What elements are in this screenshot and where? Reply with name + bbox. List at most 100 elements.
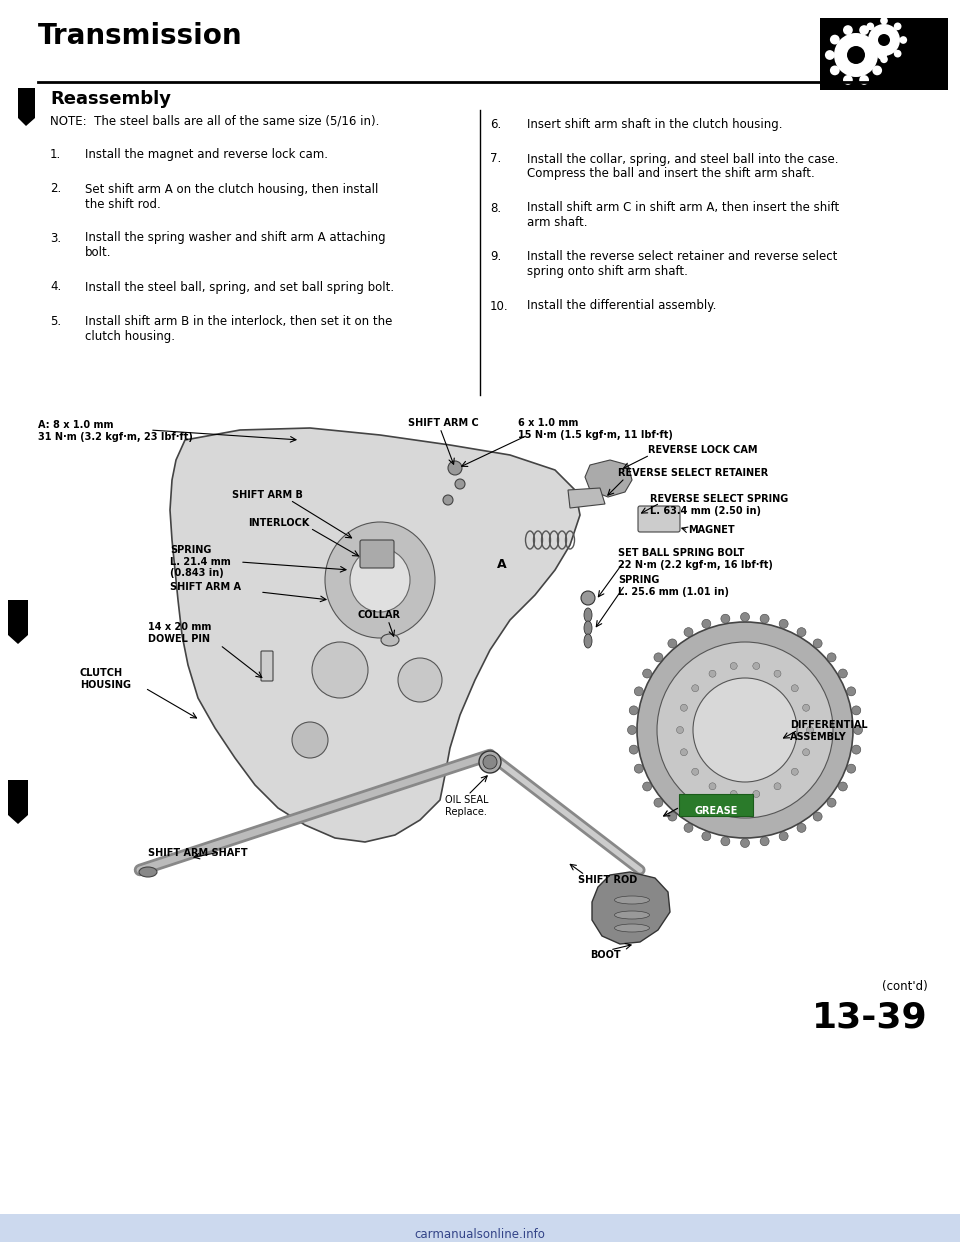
Ellipse shape	[847, 46, 865, 65]
Ellipse shape	[873, 35, 882, 45]
Text: GREASE: GREASE	[694, 806, 737, 816]
Text: Install shift arm B in the interlock, then set it on the
clutch housing.: Install shift arm B in the interlock, th…	[85, 315, 393, 343]
Text: Install the spring washer and shift arm A attaching
bolt.: Install the spring washer and shift arm …	[85, 231, 386, 260]
Ellipse shape	[806, 727, 813, 734]
Ellipse shape	[760, 615, 769, 623]
Ellipse shape	[774, 671, 781, 677]
Text: SPRING
L. 21.4 mm
(0.843 in): SPRING L. 21.4 mm (0.843 in)	[170, 545, 230, 579]
Ellipse shape	[852, 745, 861, 754]
Ellipse shape	[628, 725, 636, 734]
Ellipse shape	[681, 704, 687, 712]
Text: Transmission: Transmission	[38, 22, 243, 50]
Ellipse shape	[668, 638, 677, 648]
Ellipse shape	[350, 548, 410, 612]
Polygon shape	[18, 88, 35, 125]
Ellipse shape	[325, 522, 435, 638]
Text: SHIFT ROD: SHIFT ROD	[578, 876, 637, 886]
Ellipse shape	[780, 620, 788, 628]
Text: REVERSE SELECT SPRING
L. 63.4 mm (2.50 in): REVERSE SELECT SPRING L. 63.4 mm (2.50 i…	[650, 494, 788, 515]
Ellipse shape	[654, 653, 663, 662]
Polygon shape	[592, 872, 670, 944]
Ellipse shape	[657, 642, 833, 818]
Ellipse shape	[614, 924, 650, 932]
Text: Install the reverse select retainer and reverse select
spring onto shift arm sha: Install the reverse select retainer and …	[527, 251, 837, 278]
Ellipse shape	[677, 727, 684, 734]
Ellipse shape	[894, 22, 901, 30]
Ellipse shape	[867, 50, 875, 57]
Ellipse shape	[635, 687, 643, 696]
Text: 8.: 8.	[490, 201, 501, 215]
FancyBboxPatch shape	[0, 1213, 960, 1242]
Text: Install the collar, spring, and steel ball into the case.
Compress the ball and : Install the collar, spring, and steel ba…	[527, 153, 838, 180]
Text: OIL SEAL
Replace.: OIL SEAL Replace.	[445, 795, 489, 816]
Ellipse shape	[873, 66, 882, 76]
Polygon shape	[568, 488, 605, 508]
Text: Install the differential assembly.: Install the differential assembly.	[527, 299, 716, 313]
Text: SPRING
L. 25.6 mm (1.01 in): SPRING L. 25.6 mm (1.01 in)	[618, 575, 729, 596]
Text: 13-39: 13-39	[812, 1000, 928, 1035]
Text: 10.: 10.	[490, 299, 509, 313]
Ellipse shape	[692, 769, 699, 775]
Ellipse shape	[834, 34, 878, 77]
Text: 1.: 1.	[50, 148, 61, 161]
Ellipse shape	[829, 66, 840, 76]
Ellipse shape	[868, 24, 900, 56]
Ellipse shape	[740, 612, 750, 621]
Ellipse shape	[859, 25, 869, 35]
Text: SHIFT ARM B: SHIFT ARM B	[232, 491, 302, 501]
Text: 7.: 7.	[490, 153, 501, 165]
Ellipse shape	[838, 669, 848, 678]
Text: 6.: 6.	[490, 118, 501, 130]
Ellipse shape	[853, 725, 862, 734]
Ellipse shape	[880, 56, 888, 63]
Ellipse shape	[880, 17, 888, 25]
Ellipse shape	[878, 34, 890, 46]
Text: A: 8 x 1.0 mm
31 N·m (3.2 kgf·m, 23 lbf·ft): A: 8 x 1.0 mm 31 N·m (3.2 kgf·m, 23 lbf·…	[38, 420, 193, 442]
Ellipse shape	[721, 615, 730, 623]
Ellipse shape	[797, 823, 806, 832]
Ellipse shape	[312, 642, 368, 698]
Ellipse shape	[584, 609, 592, 622]
Ellipse shape	[803, 749, 809, 755]
FancyBboxPatch shape	[820, 17, 948, 89]
Ellipse shape	[684, 823, 693, 832]
Ellipse shape	[843, 75, 852, 84]
Ellipse shape	[877, 50, 887, 60]
Polygon shape	[8, 780, 28, 823]
Text: CLUTCH
HOUSING: CLUTCH HOUSING	[80, 668, 131, 689]
Ellipse shape	[791, 684, 799, 692]
Ellipse shape	[693, 678, 797, 782]
Ellipse shape	[483, 755, 497, 769]
Ellipse shape	[867, 22, 875, 30]
Ellipse shape	[861, 36, 869, 43]
Text: SHIFT ARM SHAFT: SHIFT ARM SHAFT	[148, 848, 248, 858]
FancyBboxPatch shape	[638, 505, 680, 532]
Ellipse shape	[740, 838, 750, 847]
FancyBboxPatch shape	[679, 794, 753, 816]
Text: SHIFT ARM A: SHIFT ARM A	[170, 582, 241, 592]
Text: DIFFERENTIAL
ASSEMBLY: DIFFERENTIAL ASSEMBLY	[790, 720, 868, 741]
Ellipse shape	[709, 782, 716, 790]
Ellipse shape	[584, 633, 592, 648]
Ellipse shape	[681, 749, 687, 755]
Ellipse shape	[797, 627, 806, 637]
Ellipse shape	[139, 867, 157, 877]
Ellipse shape	[829, 35, 840, 45]
Ellipse shape	[838, 782, 848, 791]
Ellipse shape	[859, 75, 869, 84]
Ellipse shape	[709, 671, 716, 677]
Text: Install the magnet and reverse lock cam.: Install the magnet and reverse lock cam.	[85, 148, 328, 161]
Ellipse shape	[825, 50, 834, 60]
Ellipse shape	[780, 832, 788, 841]
Ellipse shape	[843, 25, 852, 35]
Ellipse shape	[702, 832, 710, 841]
Text: (cont'd): (cont'd)	[882, 980, 928, 994]
Ellipse shape	[753, 662, 759, 669]
Text: carmanualsonline.info: carmanualsonline.info	[415, 1228, 545, 1241]
Ellipse shape	[692, 684, 699, 692]
Ellipse shape	[702, 620, 710, 628]
Ellipse shape	[455, 479, 465, 489]
Ellipse shape	[760, 837, 769, 846]
Polygon shape	[585, 460, 632, 497]
Ellipse shape	[813, 638, 822, 648]
